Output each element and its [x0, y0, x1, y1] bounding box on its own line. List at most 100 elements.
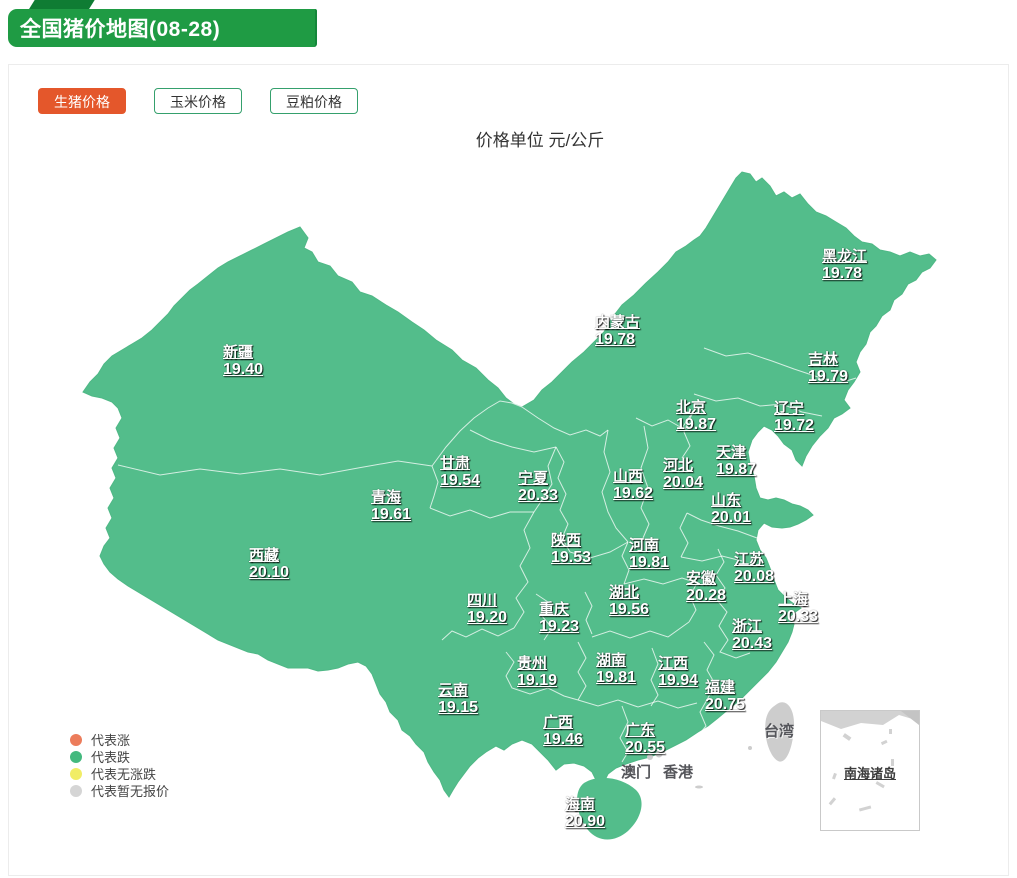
title-banner: 全国猪价地图(08-28) — [8, 9, 317, 47]
province-label[interactable]: 重庆 19.23 — [539, 601, 579, 635]
province-name: 天津 — [716, 444, 747, 461]
province-label[interactable]: 上海 20.33 — [778, 591, 818, 625]
south-china-sea-inset: 南海诸岛 — [820, 710, 920, 831]
province-name: 新疆 — [223, 344, 254, 361]
province-price: 20.10 — [249, 564, 290, 581]
region-label-no-price: 澳门 — [621, 764, 652, 781]
province-price: 20.08 — [734, 568, 775, 585]
province-name: 四川 — [467, 592, 498, 609]
province-label[interactable]: 湖北 19.56 — [609, 584, 649, 618]
province-name: 北京 — [676, 399, 707, 416]
province-label[interactable]: 宁夏 20.33 — [518, 470, 558, 504]
province-name: 内蒙古 — [595, 314, 641, 331]
legend-color-dot — [70, 767, 82, 780]
province-label[interactable]: 北京 19.87 — [676, 399, 716, 433]
province-label[interactable]: 浙江 20.43 — [732, 618, 772, 652]
province-label[interactable]: 江西 19.94 — [658, 655, 698, 689]
legend-label: 代表暂无报价 — [91, 784, 170, 799]
taiwan-island[interactable] — [765, 702, 795, 762]
hongkong-patch — [655, 750, 663, 758]
province-name: 河北 — [663, 457, 694, 474]
province-name: 福建 — [705, 679, 736, 696]
province-price: 20.90 — [565, 813, 606, 830]
province-label[interactable]: 广东 20.55 — [625, 722, 665, 756]
legend-row: 代表涨 — [70, 731, 169, 748]
legend-row: 代表无涨跌 — [70, 765, 169, 782]
province-label[interactable]: 海南 20.90 — [565, 796, 605, 830]
province-label[interactable]: 辽宁 19.72 — [774, 400, 814, 434]
tab-pig-price[interactable]: 生猪价格 — [38, 88, 126, 114]
province-label[interactable]: 青海 19.61 — [371, 489, 411, 523]
province-price: 20.01 — [711, 509, 752, 526]
province-label[interactable]: 新疆 19.40 — [223, 344, 263, 378]
province-label[interactable]: 云南 19.15 — [438, 682, 478, 716]
province-price: 20.28 — [686, 587, 727, 604]
province-price: 20.75 — [705, 696, 746, 713]
province-label[interactable]: 西藏 20.10 — [249, 547, 289, 581]
province-name: 广东 — [625, 722, 656, 739]
province-label[interactable]: 内蒙古 19.78 — [595, 314, 640, 348]
province-label[interactable]: 黑龙江 19.78 — [822, 248, 867, 282]
province-label[interactable]: 福建 20.75 — [705, 679, 745, 713]
province-name: 宁夏 — [518, 470, 549, 487]
province-price: 19.23 — [539, 618, 580, 635]
province-price: 19.53 — [551, 549, 592, 566]
province-price: 19.15 — [438, 699, 479, 716]
province-name: 云南 — [438, 682, 469, 699]
province-price: 19.56 — [609, 601, 650, 618]
province-name: 安徽 — [686, 570, 717, 587]
province-label[interactable]: 山东 20.01 — [711, 492, 751, 526]
province-price: 19.78 — [595, 331, 636, 348]
macau-patch — [647, 754, 653, 760]
province-price: 19.94 — [658, 672, 699, 689]
legend-label: 代表涨 — [91, 733, 131, 748]
province-price: 19.78 — [822, 265, 863, 282]
hainan-island[interactable] — [577, 777, 642, 840]
province-name: 甘肃 — [440, 455, 471, 472]
province-label[interactable]: 广西 19.46 — [543, 714, 583, 748]
province-name: 吉林 — [808, 351, 839, 368]
province-label[interactable]: 安徽 20.28 — [686, 570, 726, 604]
legend-row: 代表跌 — [70, 748, 169, 765]
province-label[interactable]: 陕西 19.53 — [551, 532, 591, 566]
province-label[interactable]: 贵州 19.19 — [517, 655, 557, 689]
tab-soybean-meal-price[interactable]: 豆粕价格 — [270, 88, 358, 114]
province-name: 黑龙江 — [822, 248, 868, 265]
legend-label: 代表跌 — [91, 750, 131, 765]
legend-color-dot — [70, 733, 82, 746]
province-price: 19.81 — [629, 554, 670, 571]
region-label-no-price: 香港 — [663, 764, 694, 781]
region-label-no-price: 台湾 — [764, 723, 795, 740]
province-name: 江西 — [658, 655, 689, 672]
province-label[interactable]: 山西 19.62 — [613, 468, 653, 502]
small-island — [695, 785, 703, 789]
province-price: 20.33 — [778, 608, 819, 625]
province-label[interactable]: 甘肃 19.54 — [440, 455, 480, 489]
penghu-island — [748, 746, 752, 750]
province-label[interactable]: 湖南 19.81 — [596, 652, 636, 686]
province-name: 陕西 — [551, 532, 582, 549]
china-mainland-shape[interactable] — [82, 171, 937, 798]
province-label[interactable]: 江苏 20.08 — [734, 551, 774, 585]
province-label[interactable]: 河北 20.04 — [663, 457, 703, 491]
province-price: 20.04 — [663, 474, 704, 491]
province-price: 19.62 — [613, 485, 654, 502]
province-label[interactable]: 河南 19.81 — [629, 537, 669, 571]
legend-color-dot — [70, 784, 82, 797]
province-name: 重庆 — [539, 601, 570, 618]
inset-label: 南海诸岛 — [843, 766, 897, 781]
tab-corn-price[interactable]: 玉米价格 — [154, 88, 242, 114]
province-price: 19.87 — [676, 416, 717, 433]
inset-islands-graphic — [821, 711, 919, 812]
province-price: 19.19 — [517, 672, 558, 689]
province-price: 19.40 — [223, 361, 264, 378]
province-label[interactable]: 四川 19.20 — [467, 592, 507, 626]
province-label[interactable]: 天津 19.87 — [716, 444, 756, 478]
province-name: 湖北 — [609, 584, 640, 601]
province-name: 山西 — [613, 468, 644, 485]
province-name: 广西 — [543, 714, 574, 731]
province-price: 20.43 — [732, 635, 773, 652]
province-label[interactable]: 吉林 19.79 — [808, 351, 848, 385]
province-price: 20.33 — [518, 487, 559, 504]
